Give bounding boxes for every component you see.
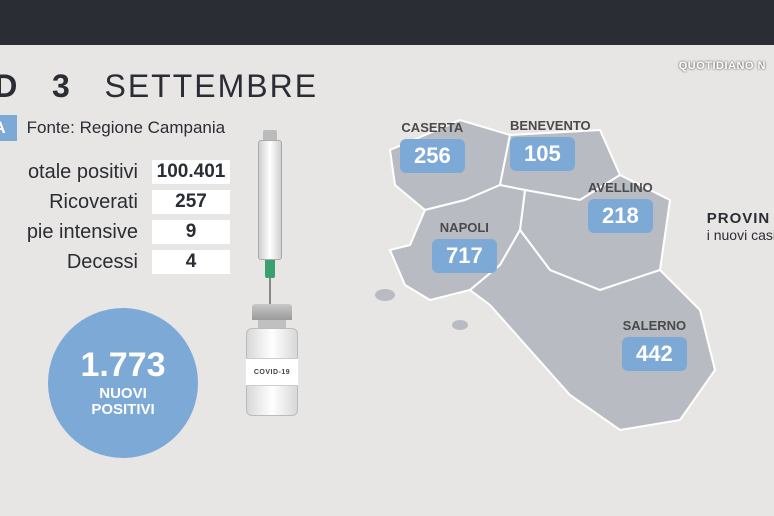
map-region: CASERTA 256 BENEVENTO 105 AVELLINO 218 N… [370, 90, 770, 490]
stat-label: Decessi [67, 251, 138, 274]
source-text: Fonte: Regione Campania [27, 118, 225, 138]
stat-label: pie intensive [27, 221, 138, 244]
stat-row: otale positivi 100.401 [0, 160, 230, 184]
stat-label: Ricoverati [49, 191, 138, 214]
highlight-number: 1.773 [80, 348, 165, 382]
source-label: Fonte: [27, 118, 75, 137]
brand-label: QUOTIDIANO N [679, 60, 766, 72]
stats-table: otale positivi 100.401 Ricoverati 257 pi… [0, 160, 230, 280]
province-caserta: CASERTA 256 [400, 120, 465, 173]
syringe-icon [240, 140, 300, 310]
province-name: AVELLINO [588, 180, 653, 195]
highlight-text: NUOVI POSITIVI [91, 386, 154, 419]
map-island [375, 289, 395, 301]
stat-value: 257 [152, 190, 230, 214]
vial-icon: COVID-19 [240, 304, 304, 424]
province-value-badge: 717 [432, 239, 497, 273]
highlight-circle: 1.773 NUOVI POSITIVI [48, 308, 198, 458]
title-prefix: VID [0, 68, 19, 104]
province-value-badge: 256 [400, 139, 465, 173]
side-note-sub: i nuovi casi [707, 227, 774, 243]
vaccine-graphic: COVID-19 [240, 140, 304, 424]
province-value-badge: 442 [622, 337, 687, 371]
province-napoli: NAPOLI 717 [432, 220, 497, 273]
province-value-badge: 218 [588, 199, 653, 233]
side-note: PROVIN i nuovi casi [707, 210, 774, 243]
province-salerno: SALERNO 442 [622, 318, 687, 371]
map-island [452, 320, 468, 330]
province-name: CASERTA [401, 120, 463, 135]
province-name: BENEVENTO [510, 118, 591, 133]
province-name: NAPOLI [440, 220, 489, 235]
title-date: 3 [52, 68, 72, 104]
highlight-line2: POSITIVI [91, 401, 154, 418]
stat-value: 100.401 [152, 160, 230, 184]
stat-label: otale positivi [28, 161, 138, 184]
side-note-title: PROVIN [707, 210, 774, 227]
title-month: SETTEMBRE [104, 68, 318, 104]
stat-value: 9 [152, 220, 230, 244]
stat-row: Ricoverati 257 [0, 190, 230, 214]
highlight-line1: NUOVI [99, 385, 147, 402]
vial-label: COVID-19 [246, 358, 298, 386]
region-row: PANIA Fonte: Regione Campania [0, 115, 225, 141]
top-bar [0, 0, 774, 45]
region-badge: PANIA [0, 115, 17, 141]
province-name: SALERNO [623, 318, 687, 333]
province-benevento: BENEVENTO 105 [510, 118, 591, 171]
province-value-badge: 105 [510, 137, 575, 171]
stat-value: 4 [152, 250, 230, 274]
source-value: Regione Campania [80, 118, 226, 137]
province-avellino: AVELLINO 218 [588, 180, 653, 233]
stat-row: Decessi 4 [0, 250, 230, 274]
page-title: VID 3 SETTEMBRE [0, 68, 318, 105]
stat-row: pie intensive 9 [0, 220, 230, 244]
